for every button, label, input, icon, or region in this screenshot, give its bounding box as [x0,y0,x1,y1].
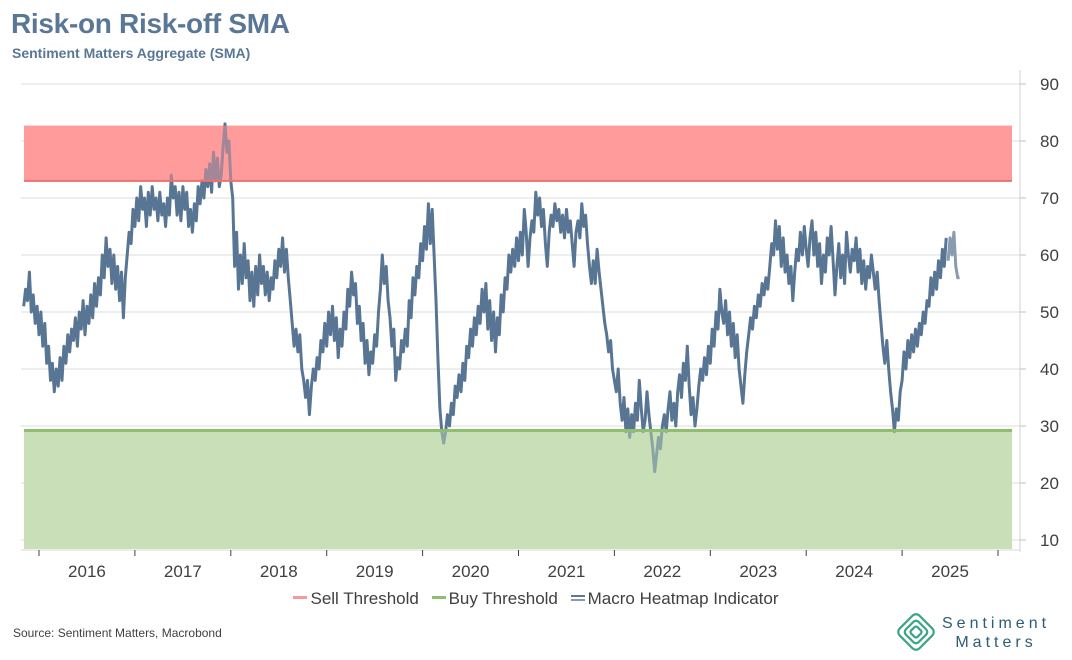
legend-item-sell[interactable]: Sell Threshold [293,589,419,609]
sell-threshold-swatch [293,596,308,600]
buy-band-overlay [24,430,1012,549]
legend-label: Macro Heatmap Indicator [587,589,779,608]
logo-diamond-icon [897,613,935,651]
y-tick-label: 60 [1040,246,1059,265]
y-tick-label: 70 [1040,189,1059,208]
buy-threshold-band [24,430,1012,549]
macro-heatmap-indicator-recent-line [946,230,960,280]
chart-title: Risk-on Risk-off SMA [11,8,290,39]
threshold-bands [24,125,1012,549]
sentiment-matters-logo: Sentiment Matters [896,612,1066,654]
source-note: Source: Sentiment Matters, Macrobond [13,626,222,640]
x-tick-label: 2016 [68,562,106,581]
x-tick-label: 2019 [356,562,394,581]
legend-label: Buy Threshold [448,589,558,608]
chart-plot: 10 20 30 40 50 60 70 80 90 2016 2017 2018 2019 2020 20… [21,70,1059,581]
axes: 10 20 30 40 50 60 70 80 90 2016 2017 2018 2019 2020 20… [21,70,1059,581]
y-tick-label: 80 [1040,132,1059,151]
legend-label: Sell Threshold [310,589,419,608]
y-tick-label: 30 [1040,417,1059,436]
threshold-overlay [24,125,1012,549]
series-layer [22,122,960,474]
logo-text: Sentiment Matters [942,614,1050,652]
x-tick-label: 2023 [739,562,777,581]
legend-item-buy[interactable]: Buy Threshold [431,589,558,609]
y-tick-label: 10 [1040,531,1059,550]
buy-threshold-swatch [431,596,446,600]
sell-threshold-band [24,125,1012,181]
x-tick-label: 2018 [260,562,298,581]
x-tick-label: 2020 [452,562,490,581]
macro-indicator-swatch [570,594,585,601]
x-tick-label: 2024 [835,562,873,581]
y-tick-label: 20 [1040,474,1059,493]
logo-line1: Sentiment [942,615,1051,632]
y-tick-label: 50 [1040,303,1059,322]
y-tick-label: 90 [1040,75,1059,94]
y-tick-label: 40 [1040,360,1059,379]
chart-subtitle: Sentiment Matters Aggregate (SMA) [12,45,251,61]
sell-band-overlay [24,125,1012,181]
x-tick-label: 2017 [164,562,202,581]
macro-heatmap-indicator-line [22,122,948,474]
logo-line2: Matters [955,634,1037,651]
x-tick-label: 2021 [548,562,586,581]
legend: Sell Threshold Buy Threshold Macro Heatm… [0,589,1072,609]
legend-item-macro[interactable]: Macro Heatmap Indicator [570,589,779,609]
x-tick-label: 2022 [643,562,681,581]
x-tick-label: 2025 [931,562,969,581]
